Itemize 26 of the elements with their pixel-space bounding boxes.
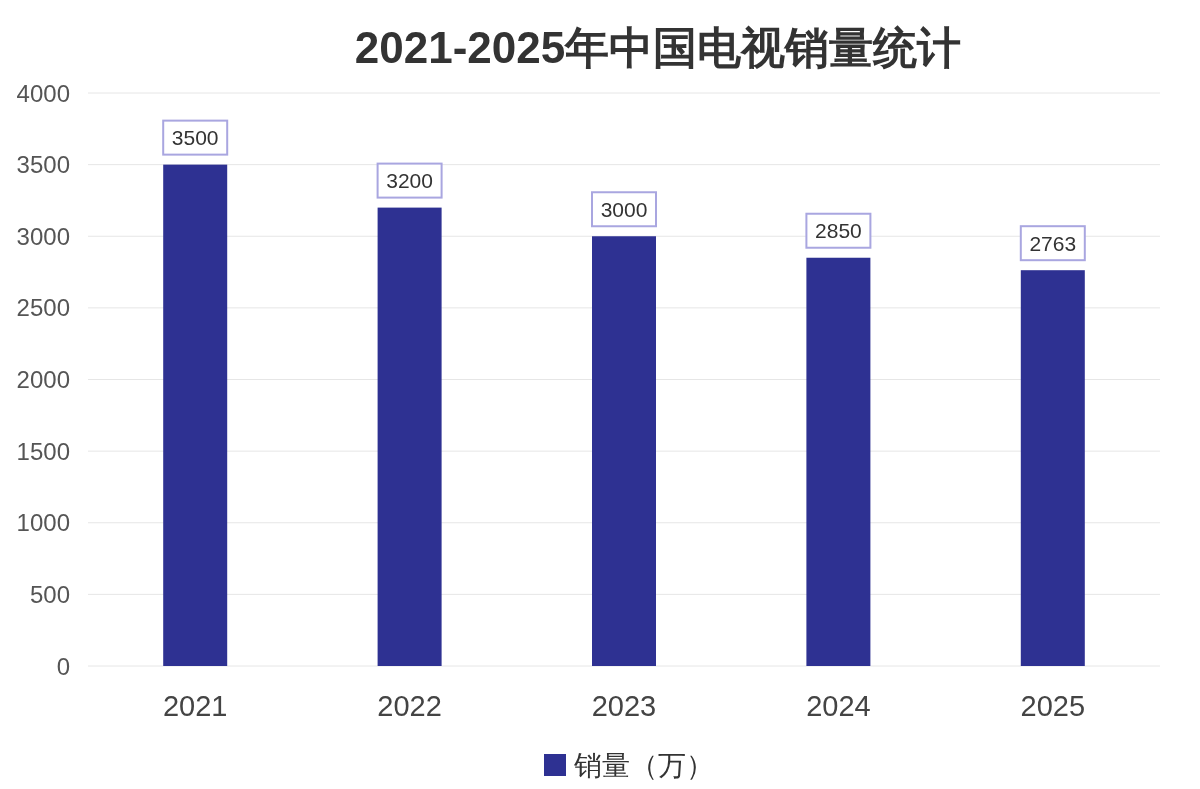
y-tick-label: 1000 [16, 509, 70, 537]
x-tick-label: 2024 [806, 690, 871, 722]
data-label: 3200 [386, 169, 433, 193]
chart-title: 2021-2025年中国电视销量统计 [354, 22, 962, 72]
x-tick-label: 2023 [591, 690, 657, 722]
legend-label: 销量（万） [573, 749, 714, 781]
y-tick-label: 0 [56, 652, 70, 680]
bar [377, 207, 442, 666]
bar [592, 236, 656, 666]
y-tick-label: 500 [29, 580, 70, 608]
y-tick-label: 2500 [16, 294, 70, 322]
bar [1020, 270, 1085, 666]
y-tick-label: 3500 [16, 151, 70, 179]
y-tick-label: 2000 [16, 366, 70, 393]
x-tick-label: 2025 [1020, 690, 1086, 722]
x-tick-label: 2021 [162, 690, 228, 722]
y-tick-label: 4000 [16, 79, 70, 107]
bar [163, 164, 228, 666]
data-label: 2850 [815, 219, 862, 243]
data-label: 2763 [1029, 231, 1077, 255]
y-tick-label: 1500 [16, 437, 70, 465]
data-label: 3000 [600, 197, 648, 221]
data-label: 3500 [171, 126, 219, 150]
x-tick-label: 2022 [377, 690, 442, 722]
bar [806, 257, 871, 666]
y-tick-label: 3000 [16, 222, 70, 250]
